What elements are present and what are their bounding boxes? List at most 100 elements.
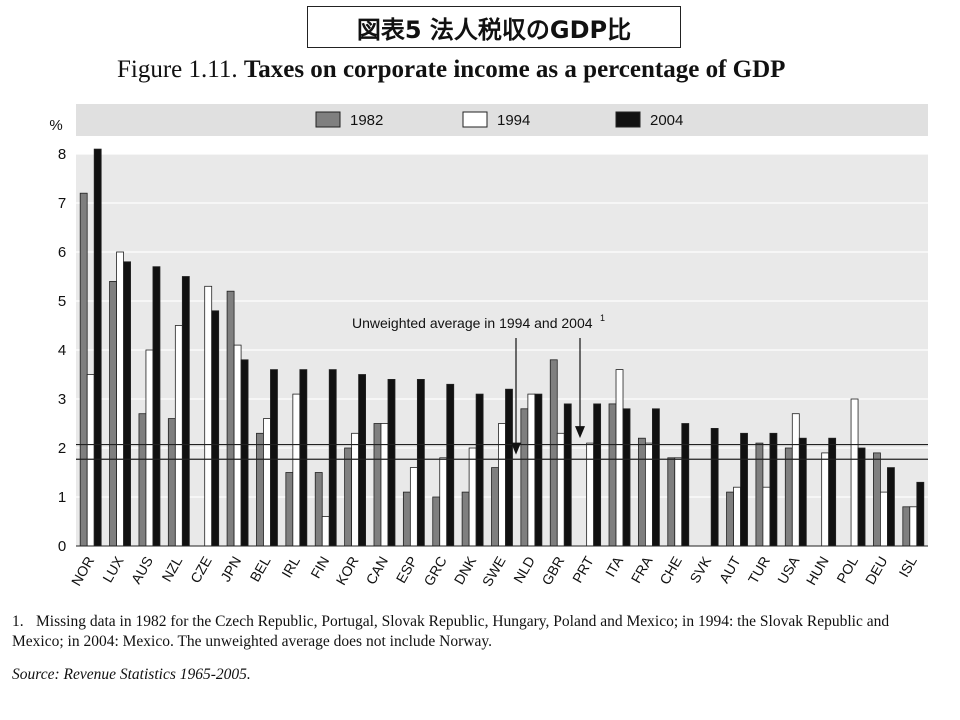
bar-TUR-1994	[762, 486, 771, 547]
bar-GRC-2004	[446, 383, 455, 547]
x-tick-label: DNK	[451, 553, 480, 587]
bar-LUX-1994	[116, 251, 124, 547]
legend-label-2004: 2004	[650, 112, 683, 129]
bar-AUS-1994	[145, 349, 154, 547]
x-tick-label: HUN	[803, 554, 832, 588]
y-tick-label: 8	[58, 146, 66, 163]
bar-DEU-2004	[887, 467, 895, 547]
bar-USA-1994	[791, 413, 800, 547]
bar-NOR-1994	[86, 374, 95, 547]
bar-AUT-1994	[733, 486, 741, 547]
source-label: Source:	[12, 666, 60, 683]
bar-LUX-1982	[109, 280, 117, 547]
legend-swatch-1994	[462, 111, 488, 128]
bar-TUR-2004	[769, 432, 778, 547]
bar-NLD-1994	[527, 393, 536, 547]
x-tick-label: AUS	[128, 554, 156, 587]
bar-ISL-1982	[902, 506, 911, 547]
bar-AUT-1982	[726, 491, 734, 547]
bar-GBR-2004	[563, 403, 572, 547]
footnote: 1. Missing data in 1982 for the Czech Rep…	[12, 612, 942, 652]
figure-title: Figure 1.11. Taxes on corporate income a…	[117, 56, 917, 84]
x-tick-label: ESP	[393, 554, 421, 586]
bar-CAN-2004	[387, 378, 396, 547]
bar-HUN-2004	[828, 437, 837, 547]
y-tick-label: 5	[58, 293, 66, 310]
bar-USA-1982	[784, 447, 793, 547]
bar-IRL-2004	[299, 369, 308, 547]
bar-FRA-1982	[637, 437, 646, 547]
x-tick-label: KOR	[333, 554, 362, 588]
y-tick-label: 3	[58, 391, 66, 408]
bar-POL-1994	[850, 398, 859, 547]
bar-DNK-1994	[468, 447, 477, 547]
x-tick-label: NOR	[68, 554, 97, 589]
bar-CZE-1994	[204, 285, 213, 547]
bar-ITA-1994	[615, 369, 624, 547]
x-tick-label: GBR	[538, 554, 567, 588]
bar-ITA-2004	[622, 408, 631, 547]
bar-JPN-1982	[226, 290, 235, 547]
y-axis-unit: %	[49, 117, 62, 134]
bar-NOR-1982	[79, 192, 88, 547]
figure-number: Figure 1.11.	[117, 56, 238, 83]
x-tick-label: ISL	[896, 553, 920, 579]
bar-PRT-1994	[586, 442, 595, 547]
bar-KOR-2004	[358, 374, 367, 547]
legend-band	[76, 104, 928, 136]
bar-SVK-2004	[710, 427, 719, 547]
x-tick-label: CZE	[187, 554, 215, 586]
x-tick-label: LUX	[99, 553, 127, 585]
bar-TUR-1982	[755, 442, 764, 547]
bar-BEL-1982	[256, 432, 264, 547]
x-tick-label: IRL	[278, 553, 303, 580]
bar-BEL-1994	[263, 418, 271, 547]
bar-FIN-1982	[314, 472, 323, 547]
bar-SWE-2004	[505, 388, 513, 547]
y-tick-label: 4	[58, 342, 66, 359]
figure-title-text: Taxes on corporate income as a percentag…	[243, 56, 786, 83]
bar-SWE-1994	[498, 423, 506, 547]
x-tick-label: NZL	[158, 553, 185, 584]
x-tick-label: PRT	[569, 553, 597, 585]
bar-GBR-1994	[556, 432, 565, 547]
x-tick-label: AUT	[716, 553, 744, 586]
y-tick-label: 0	[58, 538, 66, 555]
x-tick-label: BEL	[246, 553, 273, 584]
x-tick-label: SWE	[479, 554, 509, 590]
x-tick-label: USA	[774, 553, 803, 587]
bar-GRC-1982	[432, 496, 441, 547]
average-annotation: Unweighted average in 1994 and 2004	[352, 315, 593, 331]
source-text: Revenue Statistics 1965-2005.	[63, 666, 251, 683]
bar-SWE-1982	[491, 467, 499, 547]
bar-AUS-2004	[152, 266, 161, 547]
x-tick-label: FRA	[628, 553, 656, 586]
legend-swatch-1982	[315, 111, 341, 128]
arrow-1994-head	[511, 442, 521, 455]
bar-LUX-2004	[123, 261, 131, 547]
x-tick-label: ITA	[602, 553, 627, 580]
bar-NLD-2004	[534, 393, 543, 547]
footnote-number: 1.	[12, 613, 24, 630]
bar-IRL-1982	[285, 472, 294, 547]
bar-NLD-1982	[520, 408, 529, 547]
bar-CHE-1994	[674, 457, 683, 547]
x-tick-label: CHE	[656, 554, 685, 588]
bar-ESP-2004	[416, 378, 425, 547]
bar-KOR-1982	[344, 447, 353, 547]
bar-ISL-2004	[916, 481, 925, 547]
bar-CHE-2004	[681, 423, 690, 547]
y-tick-label: 2	[58, 440, 66, 457]
y-tick-label: 6	[58, 244, 66, 261]
x-tick-label: JPN	[217, 554, 244, 585]
bar-NZL-1982	[167, 418, 176, 547]
x-tick-label: SVK	[686, 553, 714, 586]
bar-ISL-1994	[909, 506, 918, 547]
x-tick-label: DEU	[862, 554, 891, 588]
bar-AUT-2004	[740, 432, 748, 547]
bar-DEU-1994	[880, 491, 888, 547]
x-tick-label: NLD	[510, 554, 538, 586]
bar-ESP-1994	[409, 467, 418, 547]
bar-USA-2004	[798, 437, 807, 547]
bar-NOR-2004	[93, 148, 102, 547]
